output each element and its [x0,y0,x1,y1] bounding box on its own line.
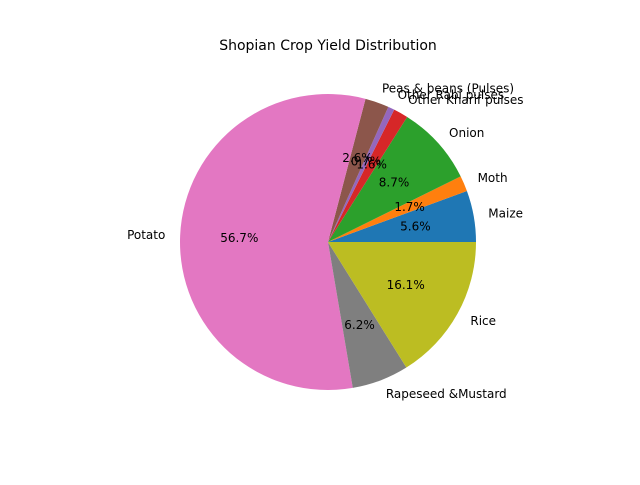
slice-other-rabi-pulses [328,106,395,242]
slice-percent-rapeseed-mustard: 6.2% [344,318,375,332]
slice-rice [328,242,476,368]
slice-maize [328,190,476,242]
chart-title: Shopian Crop Yield Distribution [219,38,437,54]
slice-percent-moth: 1.7% [394,200,425,214]
slice-label-other-kharif-pulses: Other Kharif pulses [408,93,523,107]
slice-moth [328,176,467,242]
slice-percent-rice: 16.1% [387,278,425,292]
slice-rapeseed-mustard [328,242,407,388]
pie-slices [179,93,476,391]
slice-onion [328,116,461,242]
slice-percent-other-rabi-pulses: 0.7% [351,155,382,169]
slice-percent-onion: 8.7% [379,176,410,190]
slice-percent-potato: 56.7% [220,231,258,245]
slice-label-maize: Maize [488,206,523,220]
slice-percent-peas-beans-pulses: 2.6% [342,151,373,165]
slice-label-other-rabi-pulses: Other Rabi pulses [398,88,505,102]
slice-percent-maize: 5.6% [400,219,431,233]
slice-label-moth: Moth [478,171,508,185]
slice-peas-beans-pulses [328,98,389,242]
slice-potato [179,93,366,391]
slice-label-rapeseed-mustard: Rapeseed &Mustard [386,387,507,401]
slice-label-potato: Potato [127,228,165,242]
slice-percent-other-kharif-pulses: 1.6% [356,158,387,172]
slice-label-rice: Rice [470,314,496,328]
slice-percent-labels: 5.6% 1.7% 8.7% 1.6%0.7%2.6% 56.7% 6.2% 16.1% [220,151,430,332]
slice-label-onion: Onion [449,126,484,140]
slice-other-kharif-pulses [328,109,408,242]
slice-label-peas-beans-pulses: Peas & beans (Pulses) [382,81,514,95]
